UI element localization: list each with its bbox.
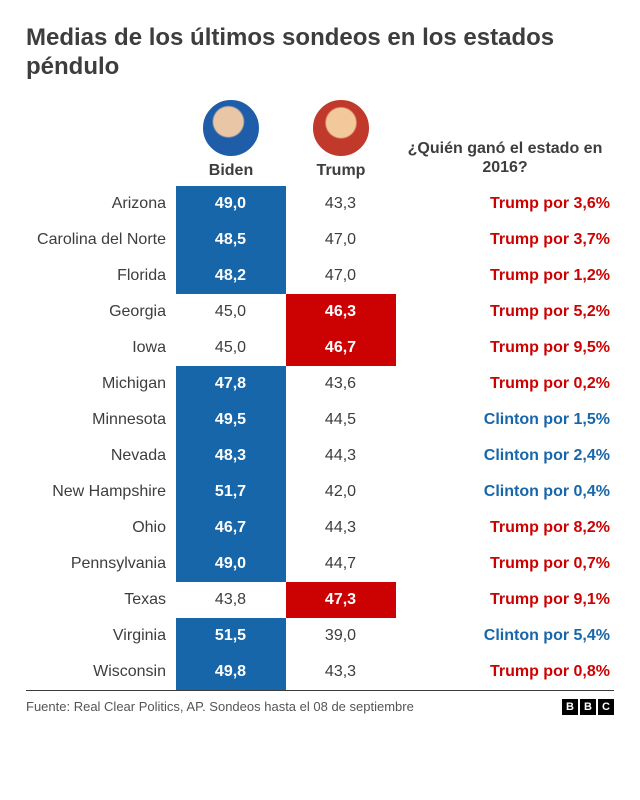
trump-value: 46,7 xyxy=(286,330,396,366)
state-name: Arizona xyxy=(26,186,176,222)
trump-value: 47,0 xyxy=(286,222,396,258)
biden-value: 48,2 xyxy=(176,258,286,294)
table-row: Nevada48,344,3Clinton por 2,4% xyxy=(26,438,614,474)
logo-block: B xyxy=(562,699,578,715)
winner-2016: Trump por 1,2% xyxy=(396,258,614,294)
trump-value: 42,0 xyxy=(286,474,396,510)
chart-title: Medias de los últimos sondeos en los est… xyxy=(26,24,614,82)
trump-value: 44,7 xyxy=(286,546,396,582)
source-text: Fuente: Real Clear Politics, AP. Sondeos… xyxy=(26,699,414,714)
winner-2016: Trump por 9,5% xyxy=(396,330,614,366)
biden-value: 49,5 xyxy=(176,402,286,438)
table-header: Biden Trump ¿Quién ganó el estado en 201… xyxy=(26,100,614,180)
biden-value: 48,3 xyxy=(176,438,286,474)
winner-2016: Clinton por 1,5% xyxy=(396,402,614,438)
table-row: Texas43,847,3Trump por 9,1% xyxy=(26,582,614,618)
biden-value: 51,7 xyxy=(176,474,286,510)
trump-value: 44,3 xyxy=(286,510,396,546)
biden-value: 51,5 xyxy=(176,618,286,654)
trump-value: 47,3 xyxy=(286,582,396,618)
trump-value: 43,6 xyxy=(286,366,396,402)
trump-value: 43,3 xyxy=(286,654,396,690)
trump-value: 47,0 xyxy=(286,258,396,294)
col-header-trump: Trump xyxy=(317,162,366,180)
winner-2016: Clinton por 5,4% xyxy=(396,618,614,654)
trump-value: 46,3 xyxy=(286,294,396,330)
winner-2016: Trump por 3,6% xyxy=(396,186,614,222)
table-row: Ohio46,744,3Trump por 8,2% xyxy=(26,510,614,546)
logo-block: B xyxy=(580,699,596,715)
table-row: Arizona49,043,3Trump por 3,6% xyxy=(26,186,614,222)
state-name: New Hampshire xyxy=(26,474,176,510)
state-name: Carolina del Norte xyxy=(26,222,176,258)
table-row: Georgia45,046,3Trump por 5,2% xyxy=(26,294,614,330)
logo-block: C xyxy=(598,699,614,715)
table-row: Florida48,247,0Trump por 1,2% xyxy=(26,258,614,294)
bbc-logo: B B C xyxy=(562,699,614,715)
state-name: Pennsylvania xyxy=(26,546,176,582)
table-row: Michigan47,843,6Trump por 0,2% xyxy=(26,366,614,402)
biden-value: 49,0 xyxy=(176,546,286,582)
biden-value: 47,8 xyxy=(176,366,286,402)
winner-2016: Trump por 3,7% xyxy=(396,222,614,258)
winner-2016: Trump por 9,1% xyxy=(396,582,614,618)
trump-value: 44,5 xyxy=(286,402,396,438)
biden-value: 48,5 xyxy=(176,222,286,258)
state-name: Florida xyxy=(26,258,176,294)
avatar-trump xyxy=(313,100,369,156)
biden-value: 45,0 xyxy=(176,330,286,366)
trump-value: 43,3 xyxy=(286,186,396,222)
winner-2016: Trump por 0,2% xyxy=(396,366,614,402)
winner-2016: Clinton por 2,4% xyxy=(396,438,614,474)
biden-value: 49,0 xyxy=(176,186,286,222)
biden-value: 43,8 xyxy=(176,582,286,618)
table-row: Carolina del Norte48,547,0Trump por 3,7% xyxy=(26,222,614,258)
state-name: Nevada xyxy=(26,438,176,474)
table-row: New Hampshire51,742,0Clinton por 0,4% xyxy=(26,474,614,510)
biden-value: 46,7 xyxy=(176,510,286,546)
col-header-biden: Biden xyxy=(209,162,253,180)
state-name: Ohio xyxy=(26,510,176,546)
state-name: Iowa xyxy=(26,330,176,366)
state-name: Virginia xyxy=(26,618,176,654)
avatar-biden xyxy=(203,100,259,156)
table-row: Virginia51,539,0Clinton por 5,4% xyxy=(26,618,614,654)
table-row: Pennsylvania49,044,7Trump por 0,7% xyxy=(26,546,614,582)
state-name: Texas xyxy=(26,582,176,618)
table-row: Wisconsin49,843,3Trump por 0,8% xyxy=(26,654,614,690)
state-name: Georgia xyxy=(26,294,176,330)
col-header-winner: ¿Quién ganó el estado en 2016? xyxy=(396,139,614,179)
biden-value: 45,0 xyxy=(176,294,286,330)
winner-2016: Trump por 0,8% xyxy=(396,654,614,690)
trump-value: 44,3 xyxy=(286,438,396,474)
trump-value: 39,0 xyxy=(286,618,396,654)
winner-2016: Trump por 5,2% xyxy=(396,294,614,330)
winner-2016: Trump por 0,7% xyxy=(396,546,614,582)
poll-table: Biden Trump ¿Quién ganó el estado en 201… xyxy=(26,100,614,691)
winner-2016: Trump por 8,2% xyxy=(396,510,614,546)
state-name: Michigan xyxy=(26,366,176,402)
table-row: Iowa45,046,7Trump por 9,5% xyxy=(26,330,614,366)
winner-2016: Clinton por 0,4% xyxy=(396,474,614,510)
footer: Fuente: Real Clear Politics, AP. Sondeos… xyxy=(26,699,614,715)
state-name: Minnesota xyxy=(26,402,176,438)
table-row: Minnesota49,544,5Clinton por 1,5% xyxy=(26,402,614,438)
biden-value: 49,8 xyxy=(176,654,286,690)
state-name: Wisconsin xyxy=(26,654,176,690)
